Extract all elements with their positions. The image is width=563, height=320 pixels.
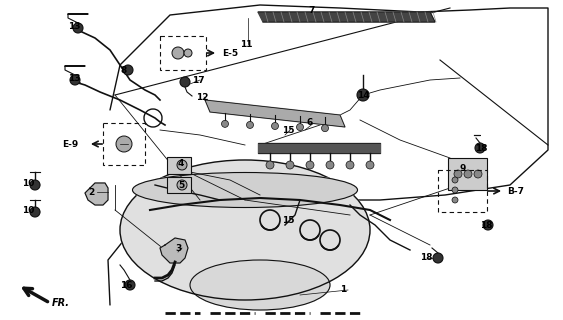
Circle shape [180, 77, 190, 87]
Text: 12: 12 [196, 92, 208, 101]
Text: 15: 15 [282, 125, 294, 134]
Text: 1: 1 [340, 285, 346, 294]
FancyBboxPatch shape [448, 158, 487, 190]
Text: FR.: FR. [52, 298, 70, 308]
Polygon shape [205, 100, 345, 127]
Circle shape [474, 170, 482, 178]
Text: 8: 8 [120, 66, 126, 75]
Circle shape [297, 124, 303, 131]
Text: 6: 6 [307, 117, 313, 126]
Text: 13: 13 [68, 74, 81, 83]
Circle shape [177, 180, 187, 190]
Text: 9: 9 [460, 164, 466, 172]
Circle shape [30, 207, 40, 217]
Text: 11: 11 [240, 39, 252, 49]
Text: 13: 13 [68, 21, 81, 30]
Ellipse shape [120, 160, 370, 300]
Circle shape [116, 136, 132, 152]
Polygon shape [258, 12, 435, 22]
Circle shape [184, 49, 192, 57]
Text: 17: 17 [192, 76, 204, 84]
Circle shape [454, 170, 462, 178]
Circle shape [366, 161, 374, 169]
Text: 18: 18 [420, 253, 432, 262]
Text: B-7: B-7 [507, 187, 524, 196]
Text: E-5: E-5 [222, 49, 238, 58]
Circle shape [357, 89, 369, 101]
Text: 18: 18 [475, 143, 488, 153]
Ellipse shape [190, 260, 330, 310]
Ellipse shape [132, 172, 358, 207]
Circle shape [247, 121, 253, 128]
Circle shape [452, 177, 458, 183]
Text: 15: 15 [282, 215, 294, 225]
Text: 10: 10 [22, 205, 34, 214]
Circle shape [306, 161, 314, 169]
Circle shape [271, 123, 279, 130]
FancyBboxPatch shape [167, 157, 191, 174]
Text: 14: 14 [357, 91, 370, 100]
Circle shape [266, 161, 274, 169]
Circle shape [125, 280, 135, 290]
Text: 2: 2 [88, 188, 94, 196]
Circle shape [452, 197, 458, 203]
Text: 18: 18 [480, 220, 493, 229]
Circle shape [346, 161, 354, 169]
Polygon shape [160, 238, 188, 263]
Circle shape [464, 170, 472, 178]
Circle shape [73, 23, 83, 33]
Text: 7: 7 [308, 5, 314, 14]
Circle shape [475, 143, 485, 153]
Text: 10: 10 [22, 179, 34, 188]
Text: E-9: E-9 [62, 140, 78, 148]
Circle shape [70, 75, 80, 85]
Circle shape [123, 65, 133, 75]
Text: 5: 5 [178, 180, 184, 189]
Circle shape [452, 187, 458, 193]
Polygon shape [85, 183, 108, 205]
Circle shape [321, 125, 328, 132]
Circle shape [483, 220, 493, 230]
Circle shape [177, 160, 187, 170]
Circle shape [221, 120, 229, 127]
Circle shape [326, 161, 334, 169]
Circle shape [172, 47, 184, 59]
Circle shape [433, 253, 443, 263]
Text: 3: 3 [175, 244, 181, 252]
Text: 4: 4 [178, 158, 184, 167]
Text: 16: 16 [120, 281, 132, 290]
FancyBboxPatch shape [167, 177, 191, 193]
Circle shape [286, 161, 294, 169]
Circle shape [30, 180, 40, 190]
